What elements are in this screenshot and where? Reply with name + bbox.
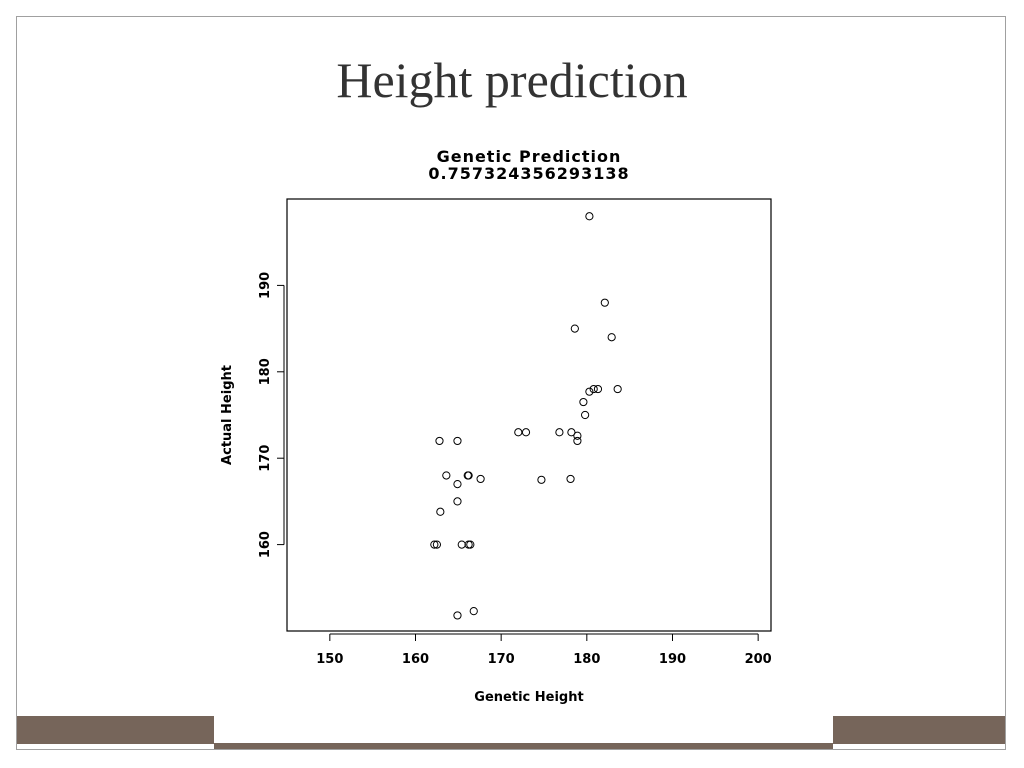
data-point bbox=[579, 397, 588, 407]
data-point bbox=[430, 540, 439, 549]
y-tick-label: 170 bbox=[258, 445, 273, 472]
data-point bbox=[469, 607, 478, 616]
data-point bbox=[521, 428, 531, 437]
data-point bbox=[570, 324, 579, 333]
data-point bbox=[457, 540, 466, 549]
y-tick-label: 160 bbox=[258, 531, 273, 558]
data-point bbox=[453, 480, 462, 489]
slide-frame bbox=[16, 16, 1006, 750]
data-point bbox=[613, 384, 622, 394]
y-tick-label: 180 bbox=[258, 358, 273, 385]
data-point bbox=[607, 333, 616, 342]
data-point bbox=[600, 298, 609, 307]
data-point bbox=[453, 611, 462, 620]
data-points bbox=[430, 212, 622, 620]
data-point bbox=[464, 540, 473, 549]
footer-line bbox=[214, 743, 833, 749]
y-tick-label: 190 bbox=[258, 272, 273, 299]
x-tick-label: 160 bbox=[402, 652, 429, 667]
data-point bbox=[435, 436, 444, 446]
data-point bbox=[581, 410, 590, 420]
data-point bbox=[566, 474, 575, 484]
data-point bbox=[573, 436, 582, 446]
x-tick-label: 190 bbox=[659, 652, 686, 667]
data-point bbox=[453, 497, 462, 506]
data-point bbox=[432, 540, 442, 549]
x-axis-label: Genetic Height bbox=[474, 690, 583, 705]
data-point bbox=[589, 384, 598, 394]
data-point bbox=[466, 540, 475, 549]
chart-subtitle: 0.757324356293138 bbox=[428, 164, 629, 183]
data-point bbox=[593, 384, 603, 394]
data-point bbox=[567, 428, 576, 437]
data-point bbox=[537, 475, 546, 484]
footer-bar-left bbox=[17, 716, 214, 744]
y-axis-label: Actual Height bbox=[220, 365, 235, 465]
footer-bar-right bbox=[833, 716, 1005, 744]
y-axis: 160 170 180 190 bbox=[258, 272, 285, 558]
data-point bbox=[514, 428, 523, 437]
x-tick-label: 180 bbox=[573, 652, 600, 667]
plot-frame bbox=[286, 198, 772, 632]
x-tick-label: 170 bbox=[488, 652, 515, 667]
data-point bbox=[464, 471, 473, 480]
data-point bbox=[476, 474, 485, 484]
chart-title: Genetic Prediction bbox=[437, 147, 622, 166]
data-point bbox=[442, 471, 451, 480]
x-tick-label: 200 bbox=[745, 652, 772, 667]
x-axis: 150 160 170 180 190 200 bbox=[316, 633, 772, 667]
data-point bbox=[436, 507, 445, 516]
data-point bbox=[585, 212, 594, 221]
data-point bbox=[585, 387, 594, 396]
data-point bbox=[555, 428, 564, 437]
slide-title: Height prediction bbox=[336, 52, 688, 108]
x-tick-label: 150 bbox=[316, 652, 343, 667]
data-point bbox=[573, 431, 582, 440]
data-point bbox=[453, 436, 462, 446]
